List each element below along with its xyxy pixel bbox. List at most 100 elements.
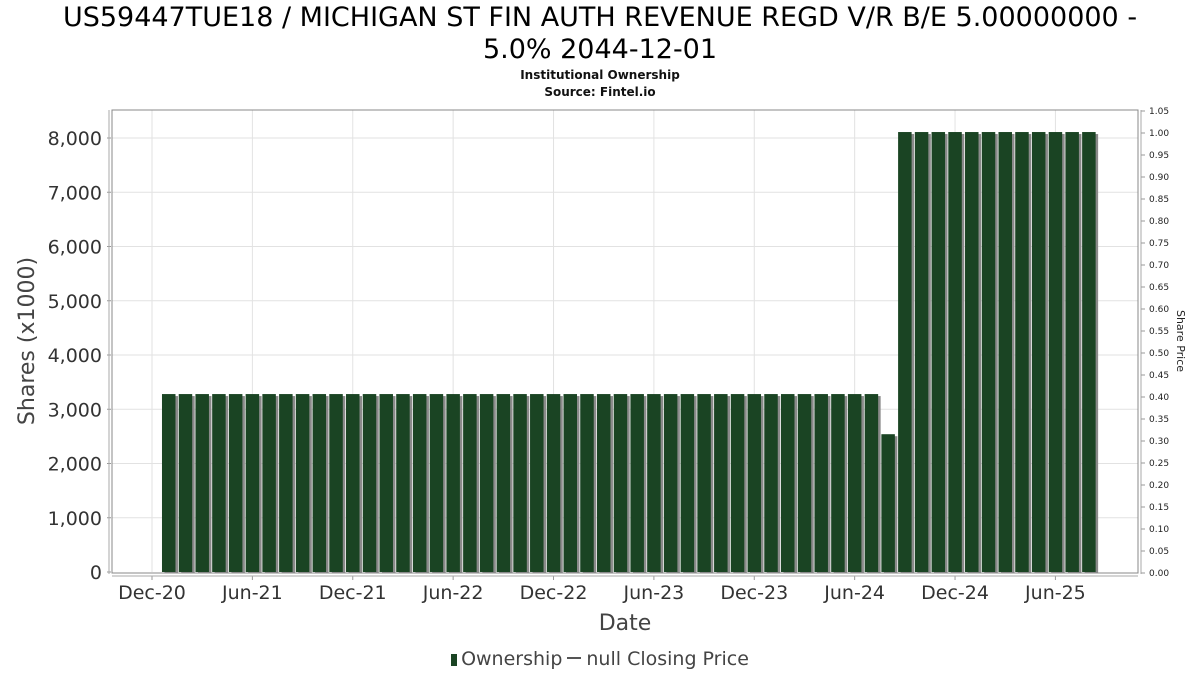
ownership-bar bbox=[479, 394, 494, 572]
ownership-bar bbox=[981, 132, 996, 572]
ownership-bar bbox=[195, 394, 209, 572]
y2-tick-label: 0.40 bbox=[1149, 393, 1169, 403]
ownership-bar bbox=[965, 132, 979, 572]
ownership-bar bbox=[412, 394, 427, 572]
ownership-bar bbox=[463, 394, 477, 572]
ownership-bar bbox=[914, 132, 929, 572]
y2-tick-label: 1.00 bbox=[1149, 129, 1169, 139]
ownership-bar bbox=[847, 394, 862, 572]
y2-tick-label: 0.05 bbox=[1149, 547, 1169, 557]
ownership-bar bbox=[864, 394, 879, 572]
x-tick-label: Jun-25 bbox=[1024, 582, 1086, 604]
ownership-bar bbox=[596, 394, 611, 572]
y2-tick-label: 0.95 bbox=[1149, 151, 1169, 161]
y-tick-label: 1,000 bbox=[48, 508, 102, 530]
ownership-bar bbox=[931, 132, 946, 572]
ownership-bar bbox=[295, 394, 310, 572]
y2-tick-label: 0.10 bbox=[1149, 525, 1169, 535]
y2-tick-label: 0.65 bbox=[1149, 283, 1169, 293]
y2-tick-label: 0.55 bbox=[1149, 327, 1169, 337]
ownership-bar bbox=[747, 394, 762, 572]
y-tick-label: 4,000 bbox=[48, 345, 102, 367]
y-tick-label: 6,000 bbox=[48, 237, 102, 259]
ownership-bar bbox=[362, 394, 377, 572]
ownership-bar bbox=[663, 394, 678, 572]
y2-tick-label: 0.60 bbox=[1149, 305, 1169, 315]
y-tick-label: 3,000 bbox=[48, 399, 102, 421]
y2-tick-label: 0.00 bbox=[1149, 569, 1169, 579]
x-axis: Dec-20 Jun-21 Dec-21 Jun-22 Dec-22 Jun-23 Dec-… bbox=[112, 575, 1138, 604]
ownership-bar bbox=[1031, 132, 1046, 572]
y-tick-label: 7,000 bbox=[48, 182, 102, 204]
x-tick-label: Jun-22 bbox=[422, 582, 484, 604]
ownership-bar bbox=[530, 394, 544, 572]
y-tick-label: 2,000 bbox=[48, 454, 102, 476]
ownership-bar bbox=[1082, 132, 1096, 572]
ownership-bar bbox=[680, 394, 695, 572]
ownership-bar bbox=[329, 394, 343, 572]
ownership-bar bbox=[161, 394, 176, 572]
y2-tick-label: 0.20 bbox=[1149, 481, 1169, 491]
ownership-bar bbox=[714, 394, 728, 572]
ownership-bar bbox=[546, 394, 561, 572]
y2-tick-label: 0.85 bbox=[1149, 195, 1169, 205]
ownership-bar bbox=[697, 394, 711, 572]
y2-tick-label: 1.05 bbox=[1149, 107, 1169, 117]
y-tick-label: 0 bbox=[90, 562, 102, 584]
y2-tick-label: 0.30 bbox=[1149, 437, 1169, 447]
y2-tick-label: 0.15 bbox=[1149, 503, 1169, 513]
chart-title-line1: US59447TUE18 / MICHIGAN ST FIN AUTH REVE… bbox=[62, 2, 1138, 33]
ownership-bar bbox=[948, 132, 962, 572]
y2-axis-label: Share Price bbox=[1174, 310, 1187, 372]
x-tick-label: Jun-23 bbox=[623, 582, 685, 604]
y2-axis: 0.00 0.05 0.10 0.15 0.20 0.25 0.30 0.35 0.40 0.45… bbox=[1140, 107, 1169, 579]
ownership-bar bbox=[630, 394, 644, 572]
x-tick-label: Dec-24 bbox=[921, 582, 989, 604]
chart-subtitle: Institutional Ownership bbox=[520, 68, 680, 82]
y2-tick-label: 0.90 bbox=[1149, 173, 1169, 183]
x-tick-label: Dec-22 bbox=[520, 582, 588, 604]
ownership-bar bbox=[764, 394, 778, 572]
ownership-bar bbox=[730, 394, 745, 572]
ownership-bar bbox=[513, 394, 527, 572]
y-axis-label: Shares (x1000) bbox=[15, 257, 40, 425]
y2-tick-label: 0.25 bbox=[1149, 459, 1169, 469]
ownership-bar bbox=[1048, 132, 1063, 572]
ownership-bar bbox=[429, 394, 444, 572]
legend: Ownership null Closing Price bbox=[0, 648, 1200, 670]
y2-tick-label: 0.35 bbox=[1149, 415, 1169, 425]
y-tick-label: 8,000 bbox=[48, 128, 102, 150]
ownership-legend-swatch bbox=[451, 654, 458, 666]
legend-price: null Closing Price bbox=[586, 648, 749, 670]
x-axis-label: Date bbox=[599, 611, 652, 636]
ownership-bar bbox=[245, 394, 260, 572]
bars bbox=[161, 132, 1099, 573]
ownership-bar bbox=[1015, 132, 1029, 572]
ownership-bar bbox=[613, 394, 628, 572]
y2-tick-label: 0.45 bbox=[1149, 371, 1169, 381]
ownership-bar bbox=[312, 394, 327, 572]
ownership-bar bbox=[228, 394, 243, 572]
x-tick-label: Jun-21 bbox=[221, 582, 283, 604]
ownership-bar bbox=[647, 394, 661, 572]
price-legend-line bbox=[567, 657, 582, 659]
y-tick-label: 5,000 bbox=[48, 291, 102, 313]
y2-tick-label: 0.80 bbox=[1149, 217, 1169, 227]
ownership-bar bbox=[563, 394, 577, 572]
ownership-bar bbox=[279, 394, 293, 572]
chart-source: Source: Fintel.io bbox=[544, 85, 656, 99]
ownership-bar bbox=[496, 394, 511, 572]
ownership-bar bbox=[580, 394, 594, 572]
y2-tick-label: 0.50 bbox=[1149, 349, 1169, 359]
ownership-bar bbox=[379, 394, 393, 572]
x-tick-label: Jun-24 bbox=[823, 582, 885, 604]
x-tick-label: Dec-20 bbox=[118, 582, 186, 604]
ownership-bar bbox=[262, 394, 276, 572]
ownership-bar bbox=[1065, 132, 1079, 572]
ownership-bar bbox=[780, 394, 795, 572]
ownership-bar bbox=[346, 394, 360, 572]
ownership-bar bbox=[178, 394, 193, 572]
x-tick-label: Dec-21 bbox=[319, 582, 387, 604]
legend-ownership: Ownership bbox=[461, 648, 563, 670]
